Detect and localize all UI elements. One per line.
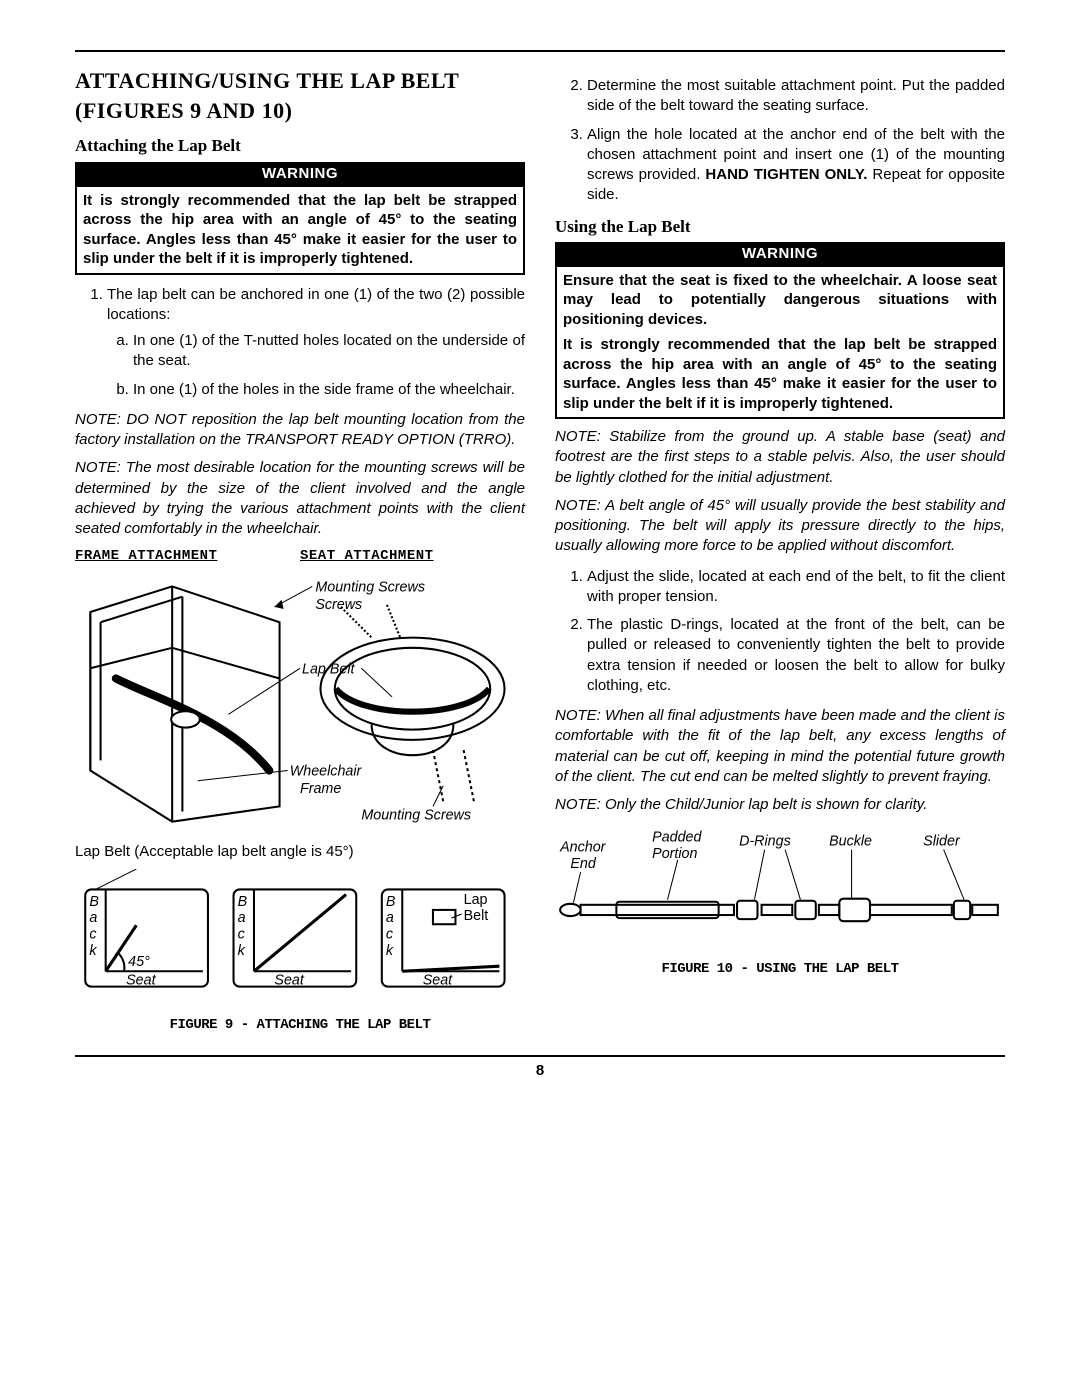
left-column: ATTACHING/USING THE LAP BELT (FIGURES 9 … [75, 66, 525, 1035]
svg-text:k: k [238, 943, 246, 959]
svg-text:Padded: Padded [652, 830, 702, 846]
top-rule [75, 50, 1005, 52]
svg-text:a: a [386, 910, 394, 926]
using-step-2: The plastic D-rings, located at the fron… [587, 615, 1005, 696]
seat-label-3: Seat [423, 972, 453, 988]
note-angle: NOTE: A belt angle of 45° will usually p… [555, 496, 1005, 557]
fig10-slider: Slider [923, 834, 961, 850]
attaching-subhead: Attaching the Lap Belt [75, 135, 525, 158]
svg-text:B: B [238, 893, 248, 909]
svg-text:k: k [386, 943, 394, 959]
seat-attach-label: SEAT ATTACHMENT [300, 547, 525, 566]
warn2b: It is strongly recommended that the lap … [563, 335, 997, 413]
fig9-header-row: FRAME ATTACHMENT SEAT ATTACHMENT [75, 547, 525, 566]
attach-substeps: In one (1) of the T-nutted holes located… [107, 331, 525, 400]
svg-text:a: a [89, 910, 97, 926]
frame-attach-label: FRAME ATTACHMENT [75, 547, 300, 566]
svg-text:Portion: Portion [652, 846, 697, 862]
seat-label-2: Seat [274, 972, 304, 988]
note-location: NOTE: The most desirable location for th… [75, 458, 525, 539]
step3-b: HAND TIGHTEN ONLY. [705, 166, 867, 183]
note-stabilize: NOTE: Stabilize from the ground up. A st… [555, 427, 1005, 488]
svg-text:Anchor: Anchor [559, 840, 607, 856]
svg-text:Belt: Belt [464, 908, 489, 924]
svg-text:c: c [238, 926, 245, 942]
seat-label-1: Seat [126, 972, 156, 988]
angle-caption: Lap Belt (Acceptable lap belt angle is 4… [75, 842, 525, 862]
lbl-mounting-screws-2: Mounting Screws [361, 808, 471, 824]
note-child: NOTE: Only the Child/Junior lap belt is … [555, 795, 1005, 815]
attach-step-3: Align the hole located at the anchor end… [587, 125, 1005, 206]
warning-label-1: WARNING [75, 162, 525, 186]
fig10-drings: D-Rings [739, 834, 791, 850]
page-number: 8 [75, 1061, 1005, 1081]
using-subhead: Using the Lap Belt [555, 216, 1005, 239]
fig9-angle-diagram: Back 45° Seat Back Seat Back Seat Lap Be… [75, 869, 525, 1002]
warning-body-1: It is strongly recommended that the lap … [75, 187, 525, 275]
note-final: NOTE: When all final adjustments have be… [555, 706, 1005, 787]
svg-text:End: End [570, 856, 596, 872]
two-column-layout: ATTACHING/USING THE LAP BELT (FIGURES 9 … [75, 66, 1005, 1035]
lbl-mounting-screws: Mounting Screws [315, 580, 425, 596]
attach-steps-cont: Determine the most suitable attachment p… [555, 76, 1005, 206]
lbl-wheelchair: Wheelchair [290, 764, 363, 780]
warning-label-2: WARNING [555, 242, 1005, 266]
fig10-diagram: AnchorEnd PaddedPortion D-Rings Buckle S… [555, 823, 1005, 946]
step1-text: The lap belt can be anchored in one (1) … [107, 286, 525, 323]
right-column: Determine the most suitable attachment p… [555, 66, 1005, 1035]
section-title: ATTACHING/USING THE LAP BELT (FIGURES 9 … [75, 66, 525, 125]
bottom-rule [75, 1055, 1005, 1057]
note-trro: NOTE: DO NOT reposition the lap belt mou… [75, 410, 525, 451]
attach-step-1: The lap belt can be anchored in one (1) … [107, 285, 525, 400]
svg-text:B: B [386, 893, 396, 909]
svg-text:Lap: Lap [464, 891, 488, 907]
attach-step-2: Determine the most suitable attachment p… [587, 76, 1005, 117]
fig9-upper-diagram: Mounting Screws Screws Lap Belt Wheelcha… [75, 566, 525, 832]
substep-b: In one (1) of the holes in the side fram… [133, 380, 525, 400]
warning-body-2: Ensure that the seat is fixed to the whe… [555, 267, 1005, 420]
fig10-buckle: Buckle [829, 834, 872, 850]
svg-text:k: k [89, 943, 97, 959]
svg-text:c: c [386, 926, 393, 942]
warn2a: Ensure that the seat is fixed to the whe… [563, 271, 997, 330]
fig9-caption: FIGURE 9 - ATTACHING THE LAP BELT [75, 1016, 525, 1035]
lbl-lap-belt: Lap Belt [302, 662, 355, 678]
svg-text:Screws: Screws [315, 597, 362, 613]
angle-45-label: 45° [128, 954, 150, 970]
svg-text:Frame: Frame [300, 781, 341, 797]
fig10-caption: FIGURE 10 - USING THE LAP BELT [555, 960, 1005, 979]
attach-steps: The lap belt can be anchored in one (1) … [75, 285, 525, 400]
substep-a: In one (1) of the T-nutted holes located… [133, 331, 525, 372]
svg-text:c: c [89, 926, 96, 942]
using-step-1: Adjust the slide, located at each end of… [587, 567, 1005, 608]
svg-text:B: B [89, 893, 99, 909]
using-steps: Adjust the slide, located at each end of… [555, 567, 1005, 697]
svg-text:a: a [238, 910, 246, 926]
